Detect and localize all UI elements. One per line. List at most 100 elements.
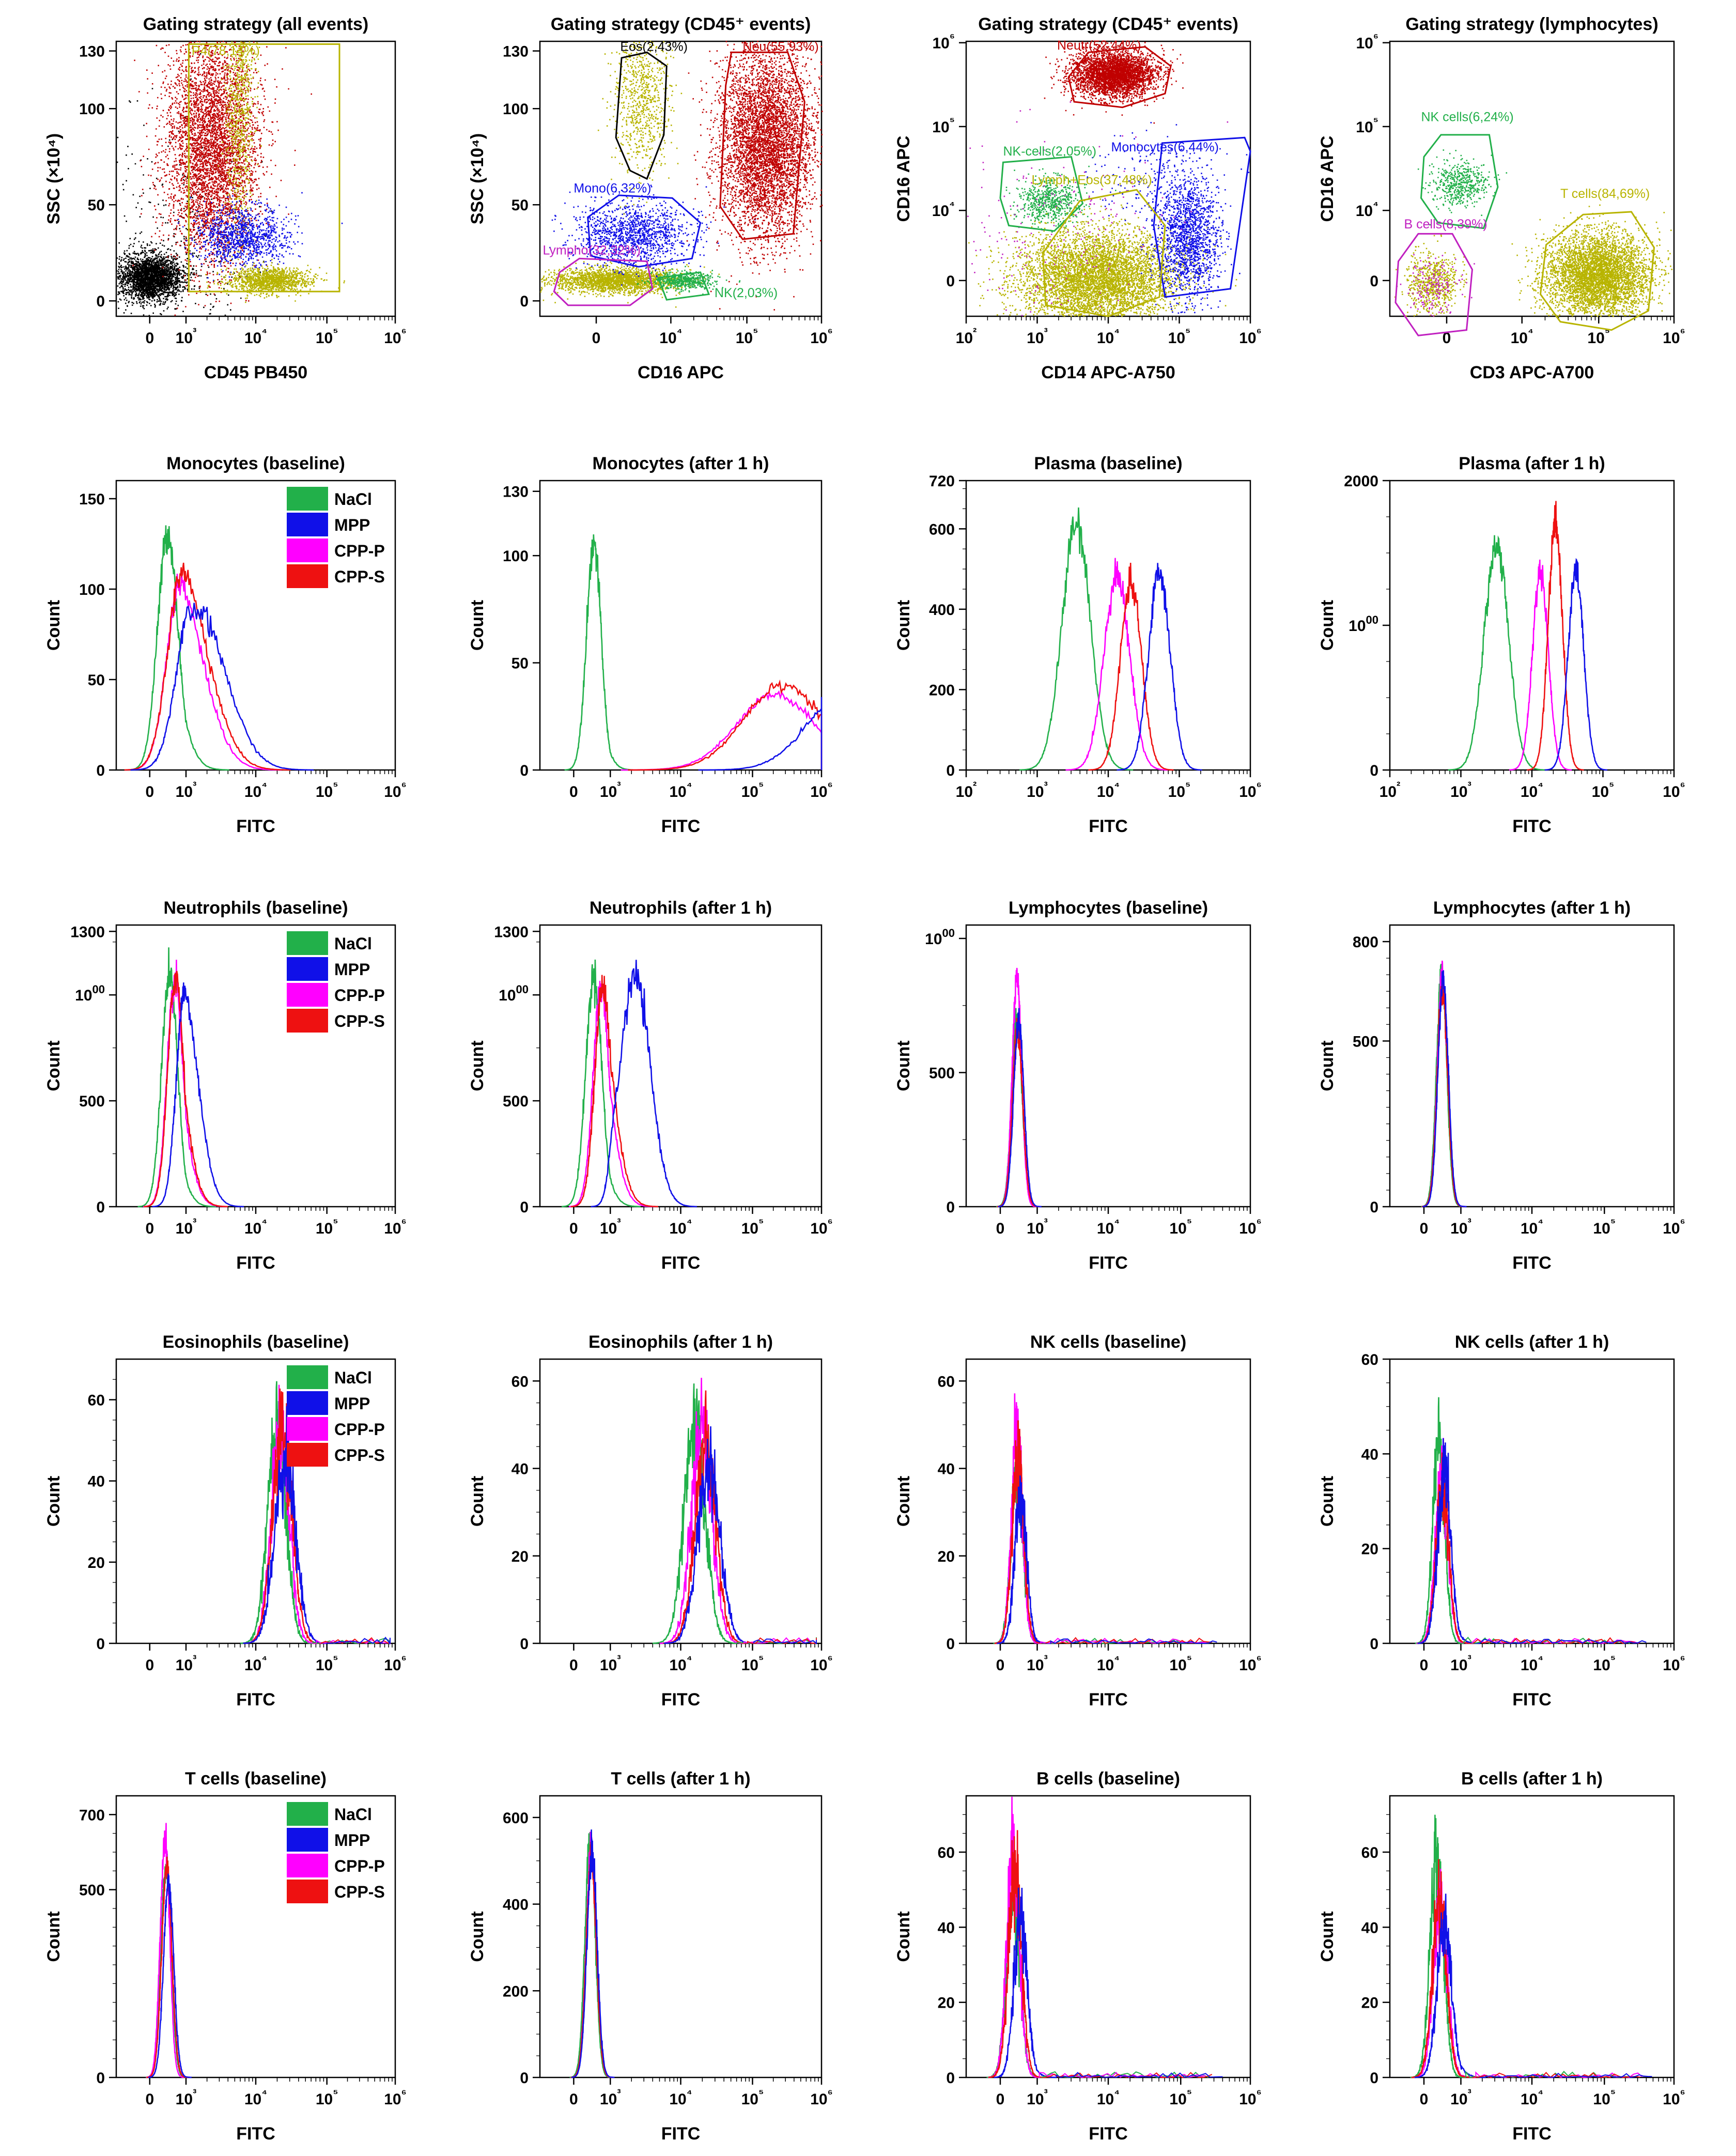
x-tick-label: 10² [956, 326, 977, 347]
y-tick-label: 500 [1353, 1033, 1378, 1050]
histogram-line-nacl [127, 525, 229, 771]
x-tick-label: 10⁶ [1663, 1216, 1685, 1237]
histogram-line-mpp [663, 1426, 754, 1644]
legend-label-cpp-p: CPP-P [334, 1420, 385, 1439]
x-tick-exp: ⁶ [401, 1216, 407, 1229]
histogram-line-cpp-p [997, 967, 1036, 1208]
y-tick-label: 20 [1361, 1541, 1378, 1558]
x-axis-label: FITC [1512, 1253, 1552, 1273]
x-tick-exp: ⁵ [758, 779, 764, 792]
x-tick-label: 0 [996, 1220, 1005, 1237]
x-tick-exp: ³ [1468, 779, 1471, 792]
histogram-line-cpp-s [1411, 1859, 1474, 2078]
y-axis-label: Count [44, 1476, 64, 1527]
event-population [1085, 122, 1250, 236]
event-population [967, 101, 1229, 316]
panel-title: Lymphocytes (after 1 h) [1433, 898, 1631, 918]
y-axis-label: Count [468, 1911, 487, 1962]
gate-label: P4(78,14%) [192, 44, 260, 58]
x-tick-label: 10⁵ [741, 1216, 764, 1237]
histogram-line-cpp-s [570, 975, 658, 1208]
panel-title: T cells (baseline) [185, 1769, 327, 1789]
x-axis-label: FITC [1089, 1253, 1128, 1273]
x-tick-exp: ² [1397, 779, 1400, 792]
histogram-line-cpp-s [124, 562, 291, 771]
x-tick-label: 10² [956, 779, 977, 800]
x-tick-exp: ⁵ [758, 1216, 764, 1229]
x-tick-exp: ⁴ [687, 2087, 692, 2100]
gate-polygon [657, 271, 710, 301]
histogram-line-nacl [1448, 535, 1545, 771]
legend-label-mpp: MPP [334, 516, 370, 534]
y-tick-label: 2000 [1344, 473, 1378, 490]
x-tick-label: 10⁶ [1239, 779, 1262, 800]
y-tick-label: 1300 [494, 923, 529, 941]
x-tick-exp: ⁴ [261, 1216, 267, 1229]
x-tick-label: 0 [592, 330, 601, 347]
x-tick-exp: ³ [1044, 779, 1048, 792]
x-tick-label: 0 [1420, 1657, 1429, 1674]
event-population [540, 260, 720, 308]
x-tick-exp: ⁶ [1257, 779, 1262, 792]
gate-label: NK(2,03%) [715, 286, 778, 300]
x-tick-label: 10⁴ [669, 1653, 692, 1674]
x-tick-exp: ⁴ [687, 1216, 692, 1229]
x-tick-exp: ⁵ [333, 1216, 338, 1229]
y-tick-exp: ⁴ [1373, 198, 1378, 211]
x-tick-label: 10⁴ [1097, 779, 1120, 800]
legend-label-cpp-p: CPP-P [334, 986, 385, 1005]
histogram-line-mpp [1422, 970, 1467, 1208]
x-tick-exp: ³ [1044, 1653, 1048, 1666]
gate-label: T cells(84,69%) [1560, 187, 1650, 201]
x-tick-label: 10³ [600, 779, 621, 800]
event-population [1396, 254, 1475, 317]
y-tick-label: 20 [938, 1548, 955, 1565]
y-tick-label: 0 [520, 1199, 529, 1216]
y-tick-label: 40 [938, 1461, 955, 1478]
x-tick-exp: ⁶ [1257, 326, 1262, 338]
x-tick-label: 10⁶ [384, 779, 407, 800]
y-tick-exp: ⁴ [949, 198, 955, 211]
gate-polygon [1539, 211, 1655, 331]
y-tick-label: 0 [946, 1199, 955, 1216]
x-tick-label: 10⁴ [1097, 2087, 1120, 2108]
y-tick-exp: ⁶ [1373, 31, 1378, 44]
x-tick-label: 10⁶ [1663, 1653, 1685, 1674]
y-axis-label: Count [468, 1040, 487, 1091]
x-tick-label: 10⁴ [669, 1216, 692, 1237]
event-population [1511, 204, 1672, 317]
histogram-line-cpp-p [125, 572, 282, 771]
x-tick-label: 0 [569, 2091, 578, 2108]
panel-7: Plasma (after 1 h) FITC Count 10² 10³ 10⁴ 10⁵ 1… [1318, 454, 1685, 836]
histogram-line-nacl [652, 1383, 737, 1644]
y-tick-exp: 00 [92, 983, 105, 996]
x-axis-label: FITC [236, 2124, 275, 2144]
event-population [1005, 165, 1117, 233]
legend-swatch-nacl [287, 1802, 328, 1826]
histogram-line-mpp [152, 982, 244, 1208]
gate-polygon [1042, 189, 1166, 317]
legend-label-cpp-s: CPP-S [334, 1883, 385, 1901]
histogram-line-cpp-s [997, 1018, 1040, 1208]
x-tick-label: 10³ [600, 1653, 621, 1674]
event-population [1394, 234, 1467, 317]
histogram-line-nacl [1415, 1397, 1464, 1644]
legend-swatch-cpp-s [287, 1009, 328, 1033]
x-tick-exp: ³ [193, 326, 196, 338]
x-tick-exp: ³ [617, 779, 621, 792]
x-tick-exp: ⁴ [1114, 1653, 1120, 1666]
panel-3: Gating strategy (lymphocytes) CD3 APC-A70… [1318, 14, 1685, 382]
legend-swatch-mpp [287, 1391, 328, 1415]
panel-19: B cells (after 1 h) FITC Count 0 10³ 10⁴ 10⁵ 10… [1318, 1769, 1685, 2144]
panel-title: Plasma (baseline) [1034, 454, 1182, 473]
histogram-line-mpp [1117, 563, 1202, 771]
y-tick-label: 60 [938, 1844, 955, 1861]
x-tick-label: 10⁴ [244, 779, 267, 800]
x-tick-exp: ³ [617, 1216, 621, 1229]
histogram-line-mpp [130, 603, 314, 771]
y-tick-label: 40 [938, 1919, 955, 1936]
histogram-tail-mpp [1056, 2072, 1223, 2078]
x-tick-exp: ⁶ [828, 1653, 833, 1666]
y-axis-label: Count [1318, 600, 1337, 651]
histogram-line-nacl [145, 1853, 187, 2078]
